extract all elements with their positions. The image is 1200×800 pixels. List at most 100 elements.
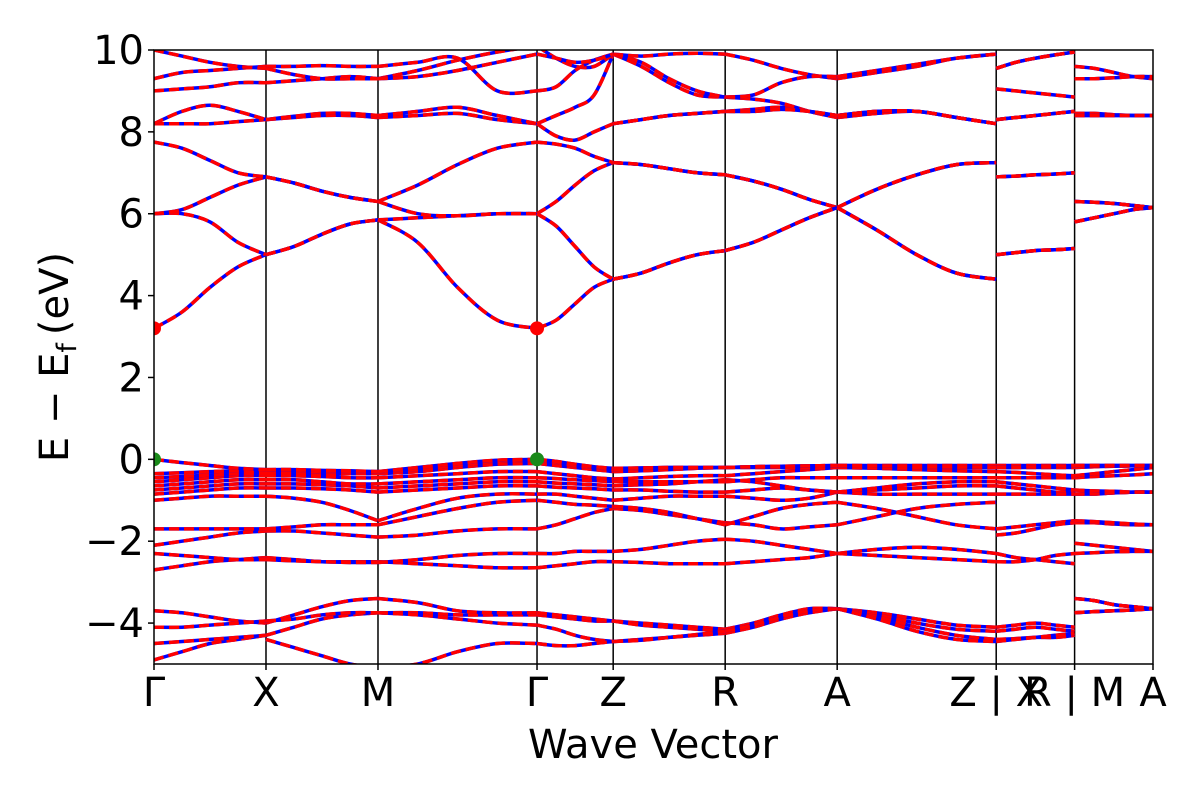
y-tick-label: 2 bbox=[119, 355, 144, 401]
band-line-spin-up bbox=[536, 611, 614, 623]
band-line-spin-up bbox=[265, 486, 379, 494]
x-tick-label: X bbox=[252, 670, 279, 716]
band-line-spin-up bbox=[154, 633, 267, 646]
x-axis-ticks: Γ X M Γ Z R A Z | XR | M A bbox=[143, 664, 1167, 716]
band-line-spin-up bbox=[536, 498, 614, 509]
band-line-spin-up bbox=[836, 606, 997, 634]
band-line-spin-up bbox=[377, 50, 522, 81]
band-line-spin-up bbox=[612, 52, 726, 99]
band-line-spin-up bbox=[154, 457, 267, 472]
band-line-spin-up bbox=[154, 117, 267, 126]
band-line-spin-up bbox=[377, 52, 538, 81]
band-line-spin-up bbox=[1074, 471, 1153, 480]
band-line-spin-up bbox=[837, 465, 997, 474]
band-line-spin-up bbox=[836, 606, 997, 642]
y-axis-label: E − Ef (eV) bbox=[32, 252, 83, 462]
band-line-spin-up bbox=[265, 477, 379, 486]
band-line-spin-up bbox=[377, 498, 538, 527]
band-line-spin-up bbox=[536, 506, 614, 531]
band-line-spin-up bbox=[724, 173, 838, 210]
band-line-spin-up bbox=[536, 122, 614, 142]
band-line-spin-up bbox=[265, 111, 379, 122]
band-line-spin-up bbox=[154, 486, 267, 496]
band-line-spin-up bbox=[377, 458, 538, 474]
band-line-spin-up bbox=[613, 51, 726, 58]
band-line-spin-up bbox=[613, 537, 726, 554]
band-line-spin-up bbox=[265, 522, 378, 531]
x-tick-label: Γ bbox=[526, 670, 549, 716]
band-line-spin-up bbox=[377, 475, 538, 486]
band-line-spin-up bbox=[995, 484, 1075, 494]
band-line-spin-up bbox=[536, 480, 614, 488]
band-line-spin-up bbox=[725, 551, 838, 566]
band-line-spin-up bbox=[613, 465, 726, 471]
band-line-spin-up bbox=[536, 623, 614, 644]
band-line-spin-up bbox=[1074, 549, 1153, 556]
band-line-spin-up bbox=[724, 500, 838, 527]
band-line-spin-up bbox=[377, 469, 538, 480]
band-line-spin-up bbox=[995, 480, 1075, 492]
band-line-spin-up bbox=[377, 484, 538, 494]
band-line-spin-up bbox=[837, 551, 997, 564]
band-line-spin-up bbox=[536, 639, 614, 648]
y-axis-label-subscript: f bbox=[52, 342, 83, 353]
x-tick-label: R bbox=[711, 670, 739, 716]
y-tick-label: −4 bbox=[85, 601, 144, 647]
y-tick-label: 8 bbox=[119, 110, 144, 156]
band-line-spin-up bbox=[265, 482, 379, 490]
band-line-spin-up bbox=[837, 479, 997, 494]
band-edge-marker bbox=[154, 321, 161, 336]
band-line-spin-up bbox=[725, 521, 838, 531]
band-line-spin-up bbox=[725, 107, 838, 118]
band-line-spin-up bbox=[836, 500, 997, 531]
band-line-spin-up bbox=[377, 596, 538, 615]
band-line-spin-up bbox=[613, 473, 726, 481]
band-line-spin-up bbox=[1074, 205, 1153, 224]
band-line-spin-up bbox=[613, 160, 726, 177]
band-line-spin-up bbox=[837, 109, 997, 126]
band-line-spin-up bbox=[377, 479, 538, 490]
band-line-spin-up bbox=[612, 109, 726, 126]
band-line-spin-up bbox=[265, 529, 379, 539]
y-axis-ticks: −4 −2 0 2 4 6 8 10 bbox=[85, 28, 154, 647]
band-line-spin-up bbox=[995, 109, 1075, 122]
band-line-spin-up bbox=[265, 637, 361, 664]
band-line-spin-up bbox=[836, 206, 997, 281]
band-line-spin-up bbox=[154, 529, 267, 548]
band-line-spin-up bbox=[154, 619, 267, 630]
band-line-spin-up bbox=[536, 160, 614, 216]
band-line-spin-up bbox=[995, 246, 1075, 257]
band-line-spin-up bbox=[995, 521, 1075, 537]
band-line-spin-up bbox=[265, 473, 379, 480]
band-line-spin-up bbox=[837, 490, 997, 497]
band-edge-marker bbox=[530, 321, 545, 336]
band-line-spin-up bbox=[536, 476, 614, 484]
band-line-spin-up bbox=[536, 469, 614, 481]
band-line-spin-up bbox=[612, 619, 726, 634]
band-line-spin-up bbox=[154, 140, 267, 179]
band-line-spin-up bbox=[539, 50, 615, 70]
band-line-spin-up bbox=[1074, 488, 1153, 494]
band-line-spin-up bbox=[725, 490, 838, 503]
band-line-spin-up bbox=[536, 277, 614, 330]
band-line-spin-up bbox=[265, 610, 379, 623]
band-line-spin-up bbox=[1074, 465, 1153, 478]
band-line-spin-up bbox=[613, 488, 726, 494]
band-line-spin-up bbox=[265, 494, 379, 523]
band-line-spin-up bbox=[377, 610, 537, 617]
band-line-spin-up bbox=[377, 527, 538, 539]
band-line-spin-up bbox=[996, 171, 1075, 179]
band-line-spin-up bbox=[154, 482, 267, 492]
x-tick-label: R | M bbox=[1024, 670, 1125, 716]
band-line-spin-up bbox=[1074, 606, 1153, 615]
band-line-spin-up bbox=[377, 218, 538, 331]
band-line-spin-up bbox=[725, 74, 838, 99]
band-line-spin-up bbox=[154, 175, 267, 216]
band-line-spin-up bbox=[613, 494, 726, 503]
band-line-spin-up bbox=[1074, 518, 1153, 527]
band-line-spin-up bbox=[265, 63, 379, 69]
band-line-spin-up bbox=[377, 457, 538, 474]
band-line-spin-up bbox=[536, 484, 614, 492]
band-line-spin-up bbox=[154, 469, 267, 476]
